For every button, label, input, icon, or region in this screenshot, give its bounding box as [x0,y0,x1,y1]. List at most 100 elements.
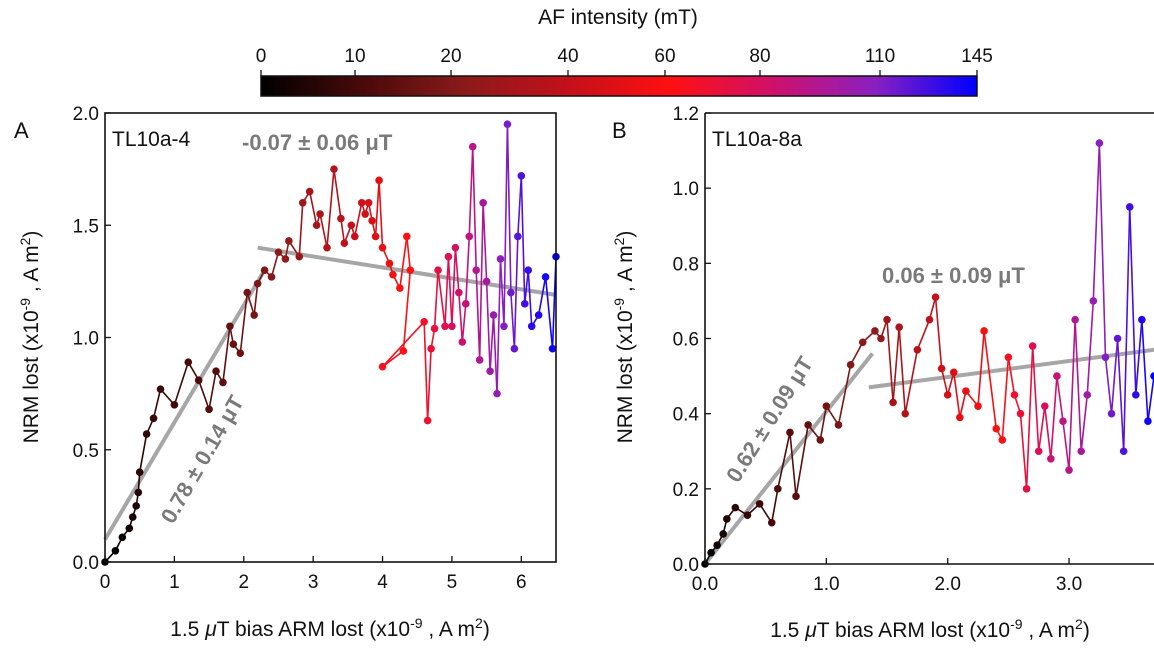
data-point [479,199,487,207]
panel-a-sample-label: TL10a-4 [112,128,191,151]
panel-a-x-ticks: 0 1 2 3 4 5 6 [100,556,527,593]
data-point [834,421,843,429]
data-segment [1062,421,1070,471]
data-point [468,142,477,151]
data-point [396,284,404,292]
y-tick-label: 0.5 [73,441,99,462]
data-point [149,414,158,423]
data-segment [1050,376,1058,459]
data-segment [983,330,998,429]
data-segment [977,330,985,407]
data-point [134,488,143,497]
data-point [548,344,557,353]
data-segment [402,270,412,352]
data-segment [1104,357,1113,414]
data-point [1053,372,1061,380]
data-point [427,344,435,353]
data-point [1138,315,1146,324]
data-point [330,165,338,173]
data-segment [239,292,249,354]
panel-a: A 0 1 2 3 4 5 6 0.0 0.5 1.0 1.5 2.0 TL10a-4 -0.07 … [14,104,560,641]
data-point [462,300,470,308]
data-point [822,402,831,410]
data-point [1071,315,1079,324]
data-segment [1037,406,1046,452]
data-point [399,347,408,355]
data-point [1083,391,1092,399]
data-point [723,515,731,523]
data-segment [819,406,828,441]
data-point [250,311,258,319]
data-point [786,428,794,437]
data-segment [898,327,907,414]
panel-b-x-axis-title: 1.5 μT bias ARM lost (x10-9 , A m2) [770,616,1090,642]
y-tick-label: 1.2 [673,104,699,125]
data-point [337,214,345,223]
data-point [125,524,134,533]
data-point [541,273,550,281]
data-segment [959,390,967,418]
data-point [707,548,715,557]
colorbar-gradient [260,75,978,97]
panel-a-y-axis-title: NRM lost (x10-9 , A m2) [17,231,43,444]
data-point [274,248,283,256]
data-segment [489,315,495,372]
data-point [858,338,867,347]
data-point [434,266,442,274]
panel-b-label: B [612,118,627,143]
y-tick-label: 2.0 [73,104,99,125]
panel-b-x-ticks: 0.0 1.0 2.0 3.0 [692,558,1082,595]
data-segment [471,146,478,271]
data-segment [423,321,429,421]
data-segment [458,292,464,343]
colorbar-title: AF intensity (mT) [538,6,698,29]
data-segment [152,388,162,419]
data-point [517,172,526,180]
data-segment [513,236,519,349]
colorbar: AF intensity (mT) 0 10 20 40 60 80 110 145 [256,6,993,97]
y-tick-label: 0.0 [73,553,99,574]
panel-b-sample-label: TL10a-8a [712,128,802,151]
data-point [1028,342,1037,350]
data-point [743,511,752,519]
data-point [895,323,903,332]
data-point [378,243,387,252]
data-point [1144,417,1152,425]
colorbar-tick-label: 10 [344,46,365,67]
data-point [267,273,276,281]
data-segment [523,270,530,304]
data-segment [527,270,533,327]
x-tick-label: 1.0 [813,574,839,595]
fit-line-1 [103,269,267,541]
data-segment [940,368,949,396]
data-point [194,376,203,384]
data-point [236,349,245,358]
data-point [347,221,356,230]
data-point [1125,203,1134,211]
data-segment [795,424,809,497]
data-point [458,338,467,346]
colorbar-tick-label: 145 [961,46,993,67]
data-point [441,322,449,331]
data-segment [482,202,488,282]
panel-a-label: A [14,118,29,143]
data-point [816,436,825,444]
x-tick-label: 0.0 [692,574,718,595]
data-point [1107,409,1116,418]
data-segment [381,321,425,368]
data-point [1065,466,1073,474]
data-point [1113,334,1122,343]
data-segment [1074,319,1082,452]
colorbar-tick-label: 60 [654,46,675,67]
data-segment [173,361,190,406]
colorbar-tick-label: 40 [557,46,578,67]
data-point [1016,409,1025,418]
data-segment [433,270,439,329]
data-segment [1019,413,1028,489]
data-segment [138,433,148,473]
data-point [719,530,728,538]
data-segment [333,169,342,219]
data-point [1047,454,1055,463]
x-tick-label: 2 [238,572,249,593]
